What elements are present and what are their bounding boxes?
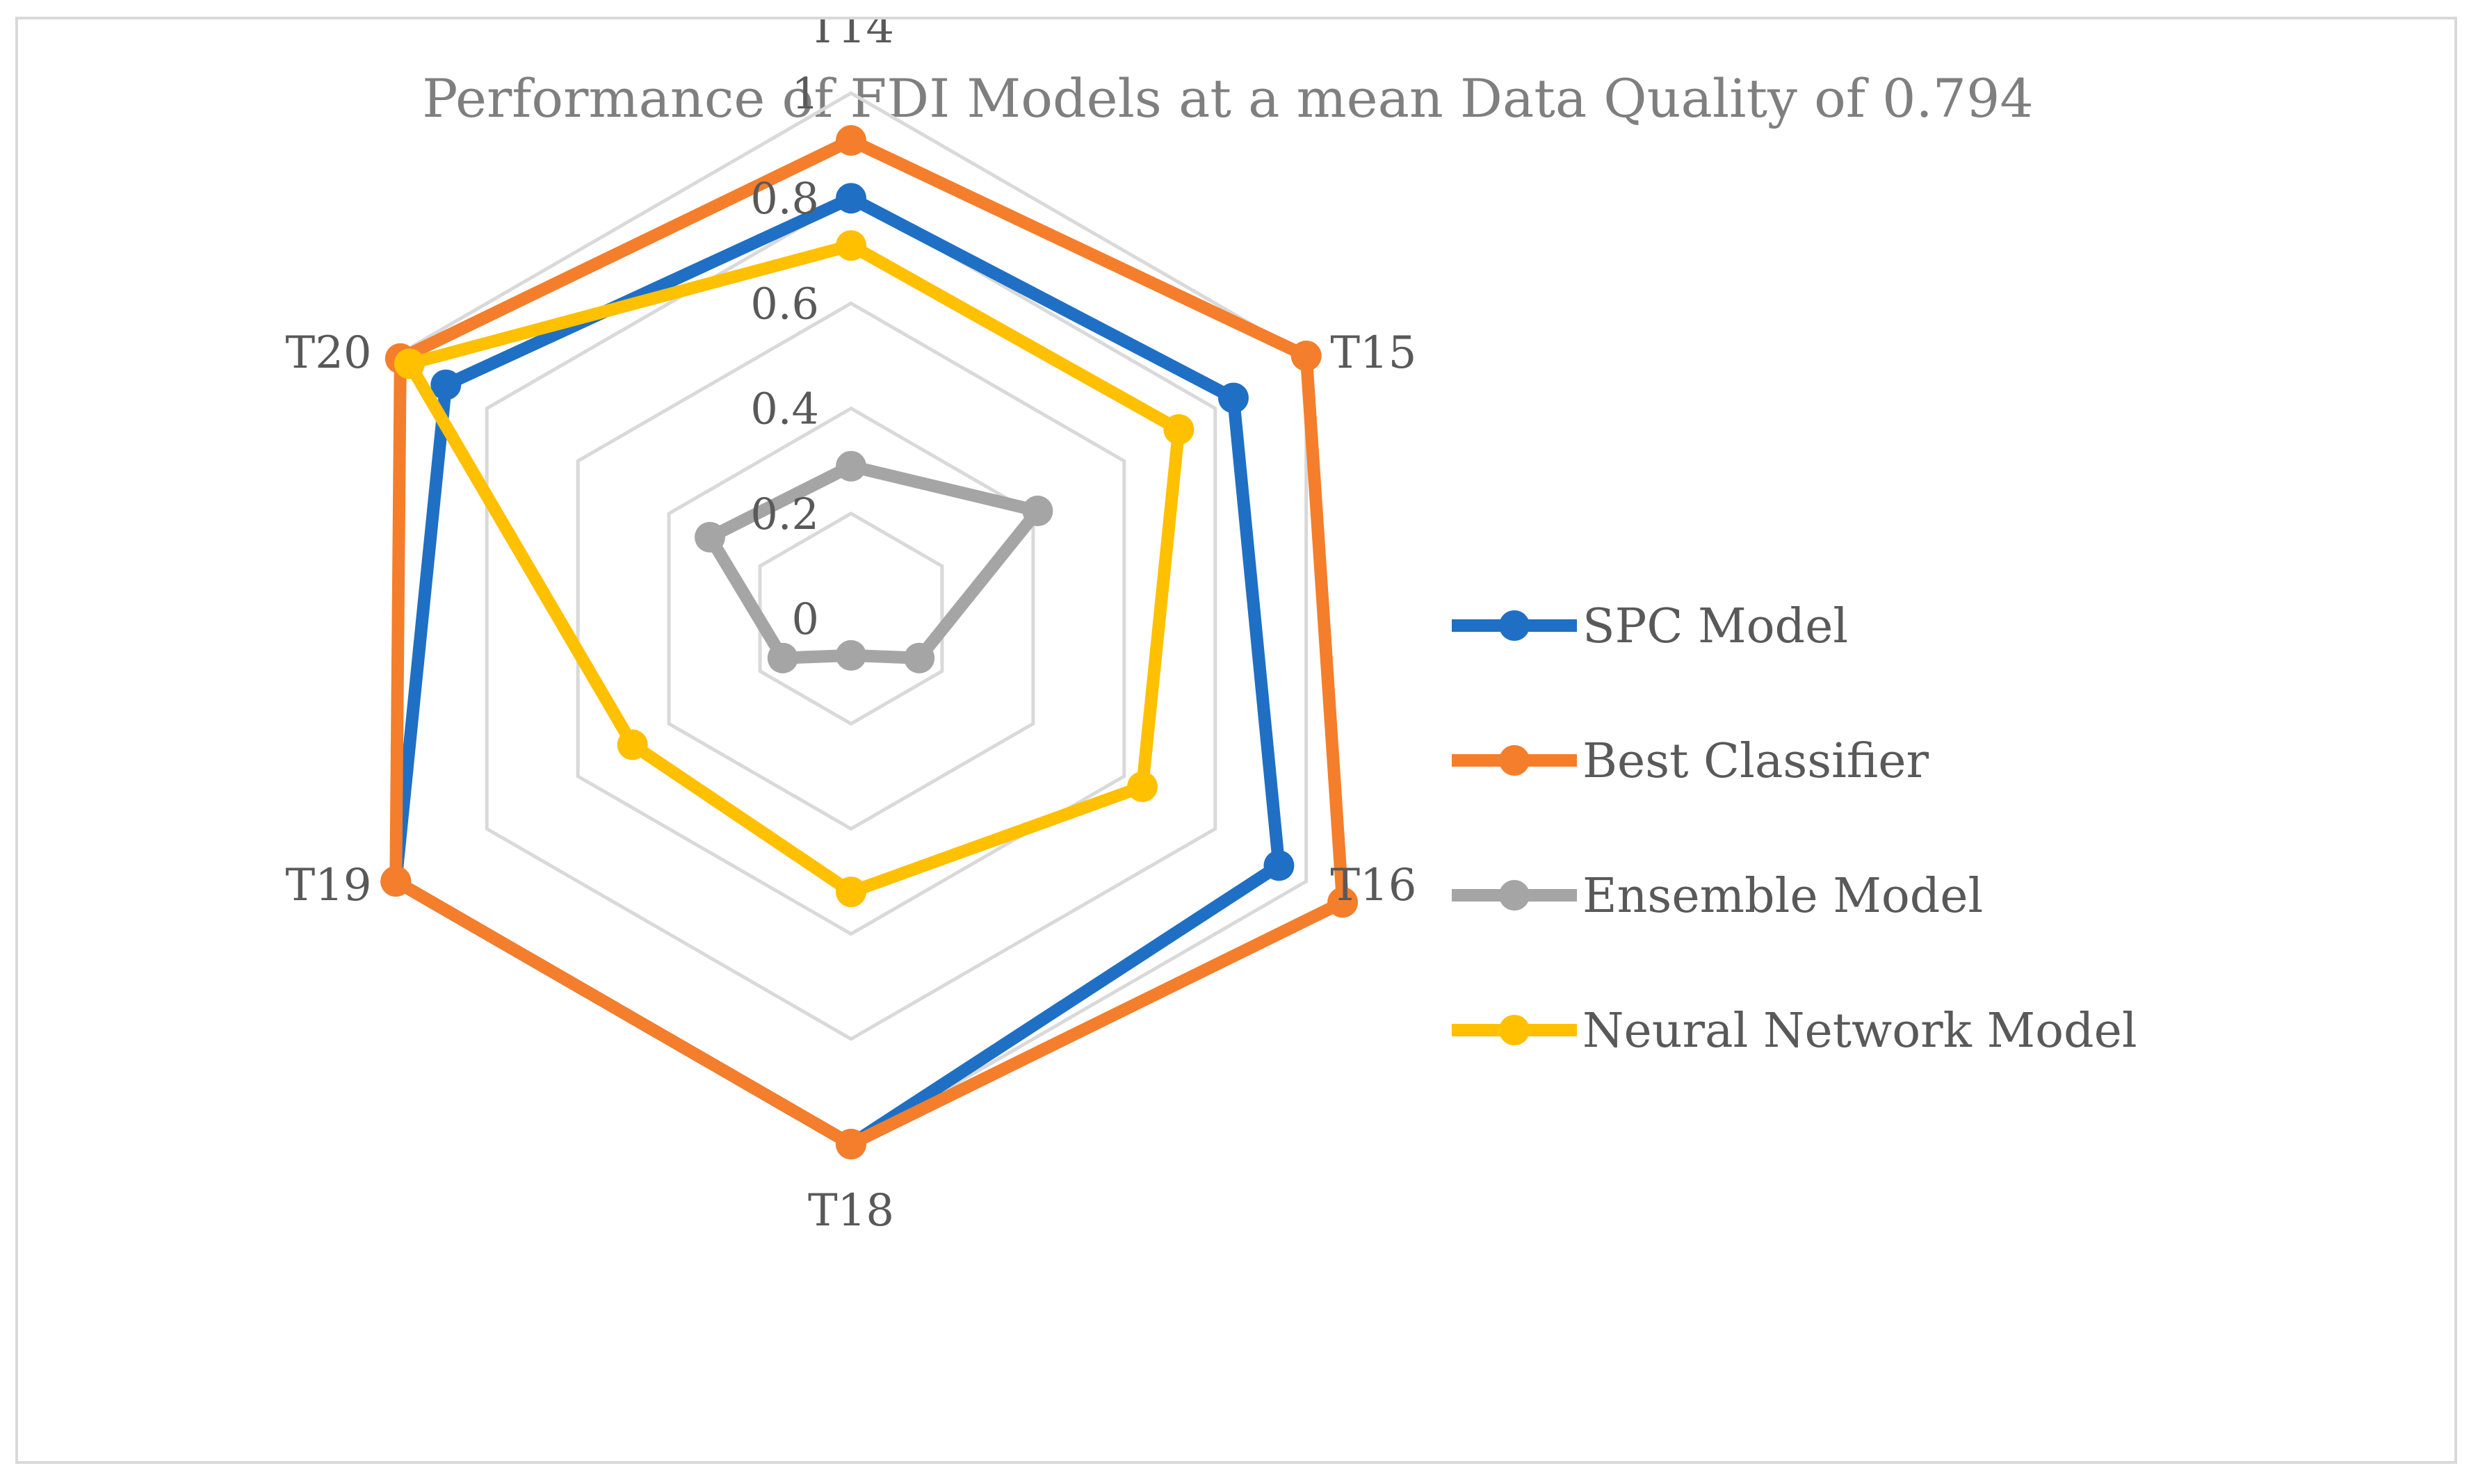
axis-label-t14: T14 (808, 19, 894, 54)
radial-tick-labels: 0 0.2 0.4 0.6 0.8 1 (750, 68, 819, 644)
legend: SPC Model Best Classifier Ensemble Model Ne… (1452, 599, 2137, 1059)
chart-title: Performance of FDI Models at a mean Data… (422, 67, 2033, 129)
axis-label-t19: T19 (286, 860, 372, 911)
legend-label: Ensemble Model (1582, 869, 1983, 924)
data-point-2-3 (836, 639, 866, 671)
axis-label-t16: T16 (1330, 860, 1416, 911)
legend-label: Best Classifier (1582, 734, 1929, 789)
data-point-2-0 (836, 450, 866, 482)
data-point-3-4 (617, 729, 648, 760)
data-point-0-2 (1263, 850, 1295, 881)
legend-item-3: Neural Network Model (1452, 1004, 2137, 1059)
data-point-1-0 (836, 125, 866, 156)
axis-label-t20: T20 (286, 327, 372, 379)
data-point-1-1 (1290, 341, 1322, 371)
legend-label: SPC Model (1582, 599, 1848, 654)
data-point-2-2 (904, 642, 935, 674)
data-point-0-5 (430, 369, 462, 400)
chart-frame: Performance of FDI Models at a mean Data… (15, 17, 2457, 1464)
data-point-2-5 (695, 521, 726, 553)
data-point-1-2 (1327, 887, 1359, 918)
data-point-0-0 (836, 183, 866, 214)
data-point-3-1 (1163, 414, 1195, 445)
series-2 (695, 450, 1053, 674)
legend-swatch-marker (1499, 880, 1530, 911)
legend-swatch-marker (1499, 745, 1530, 776)
radial-tick-label: 0.6 (750, 278, 819, 329)
legend-item-2: Ensemble Model (1452, 869, 1983, 924)
radial-tick-label: 0.2 (750, 489, 819, 539)
data-point-3-3 (836, 876, 866, 908)
legend-item-0: SPC Model (1452, 599, 1848, 654)
grid-ring-3 (576, 301, 1126, 936)
axis-label-t18: T18 (808, 1185, 894, 1237)
data-point-1-4 (380, 866, 412, 897)
radial-tick-label: 0.4 (750, 384, 819, 434)
data-point-3-2 (1127, 771, 1158, 802)
legend-swatch-marker (1499, 610, 1530, 641)
data-point-1-3 (836, 1129, 866, 1159)
radial-tick-label: 0 (792, 594, 819, 644)
legend-swatch-marker (1499, 1015, 1530, 1045)
data-point-2-4 (767, 642, 798, 674)
legend-label: Neural Network Model (1582, 1004, 2137, 1059)
radar-chart: Performance of FDI Models at a mean Data… (286, 19, 2137, 1237)
series-line-1 (389, 134, 1350, 1150)
series-3 (394, 230, 1195, 908)
data-point-0-1 (1217, 382, 1249, 414)
grid-ring-1 (758, 511, 944, 726)
series-layer (380, 125, 1359, 1159)
data-point-2-1 (1022, 496, 1053, 527)
legend-item-1: Best Classifier (1452, 734, 1929, 789)
data-point-3-0 (836, 230, 866, 261)
data-point-3-5 (394, 348, 425, 380)
grid-ring-4 (485, 196, 1217, 1041)
axis-label-t15: T15 (1330, 327, 1416, 379)
radial-tick-label: 0.8 (750, 173, 819, 224)
radial-tick-label: 1 (792, 68, 819, 119)
axis-labels: T14 T15 T16 T18 T19 T20 (286, 19, 1417, 1237)
